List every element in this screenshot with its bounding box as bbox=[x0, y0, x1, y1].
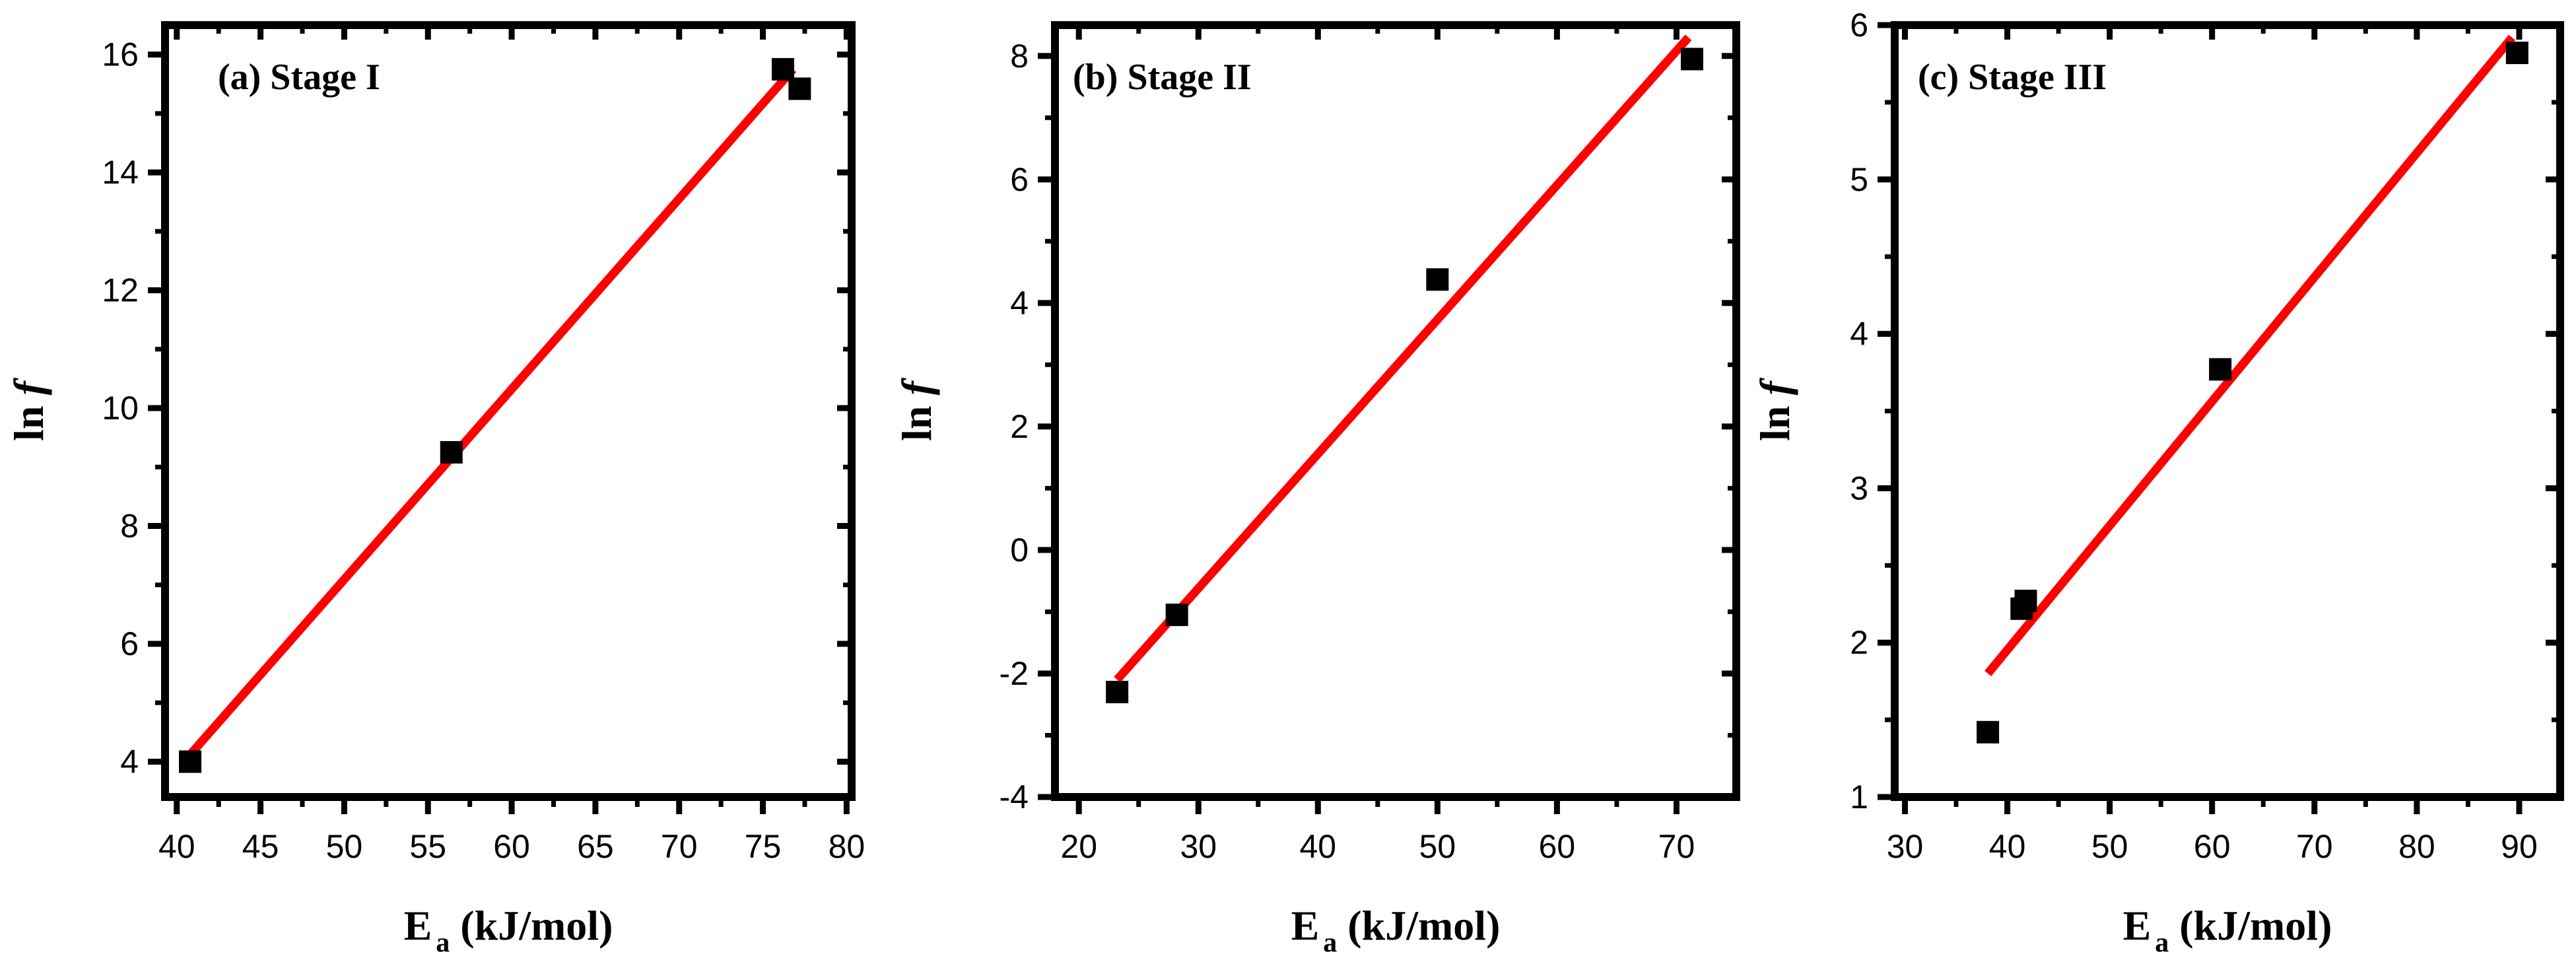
x-tick-label: 70 bbox=[1658, 828, 1695, 865]
x-tick-label: 65 bbox=[577, 828, 614, 865]
data-point bbox=[1426, 268, 1449, 291]
data-point bbox=[2505, 42, 2528, 65]
y-axis-title: ln f bbox=[1751, 377, 1798, 440]
x-tick-label: 60 bbox=[493, 828, 530, 865]
chart-panel-2: 20 30 40 50 60 70 -4 -2 0 2 4 6 8 (b) Stage II E a (kJ/… bbox=[893, 21, 1740, 958]
y-tick-label: 3 bbox=[1850, 469, 1868, 506]
y-tick-label: 5 bbox=[1850, 161, 1868, 198]
x-tick-label: 45 bbox=[242, 828, 279, 865]
data-point bbox=[1106, 681, 1129, 704]
fit-line bbox=[187, 66, 797, 758]
y-tick-label: 4 bbox=[1010, 285, 1029, 322]
panel-title: (c) Stage III bbox=[1918, 57, 2107, 98]
y-tick-label: -2 bbox=[1000, 655, 1029, 692]
x-tick-label: 50 bbox=[1419, 828, 1456, 865]
y-tick-label: 6 bbox=[120, 625, 139, 662]
fit-line bbox=[1984, 34, 2516, 677]
y-tick-label: 6 bbox=[1850, 7, 1868, 44]
data-point bbox=[1977, 720, 2000, 744]
data-point bbox=[772, 57, 794, 81]
x-tick-label: 30 bbox=[1180, 828, 1217, 865]
y-tick-label: 4 bbox=[1850, 316, 1868, 353]
data-point bbox=[179, 750, 202, 773]
x-tick-label: 30 bbox=[1887, 828, 1924, 865]
plot-frame bbox=[1891, 21, 2564, 801]
y-tick-label: 1 bbox=[1850, 779, 1868, 816]
x-tick-label: 60 bbox=[1539, 828, 1576, 865]
x-tick-label: 40 bbox=[158, 828, 195, 865]
panel-title: (a) Stage I bbox=[218, 57, 380, 98]
x-tick-label: 60 bbox=[2194, 828, 2231, 865]
plot-frame bbox=[161, 21, 856, 801]
x-tick-label: 40 bbox=[1989, 828, 2026, 865]
data-point bbox=[2014, 590, 2037, 613]
y-tick-label: 8 bbox=[1010, 38, 1029, 75]
x-tick-label: 55 bbox=[409, 828, 446, 865]
data-point bbox=[440, 440, 463, 464]
data-point bbox=[2209, 358, 2232, 381]
chart-panel-1: 40 45 50 55 60 65 70 75 80 4 6 8 10 12 14 16 (a) Stage I… bbox=[5, 21, 865, 958]
y-tick-label: 10 bbox=[102, 390, 139, 427]
y-tick-label: 12 bbox=[102, 272, 139, 309]
x-tick-label: 90 bbox=[2501, 828, 2538, 865]
x-tick-label: 20 bbox=[1060, 828, 1097, 865]
y-tick-label: 4 bbox=[120, 743, 139, 780]
chart-panel-3: 30 40 50 60 70 80 90 1 2 3 4 5 6 (c) Stage III E a (kJ/… bbox=[1751, 7, 2564, 958]
y-axis-title: ln f bbox=[893, 377, 940, 440]
x-tick-label: 70 bbox=[2296, 828, 2333, 865]
y-tick-label: 8 bbox=[120, 508, 139, 545]
y-axis-title: ln f bbox=[5, 377, 52, 440]
y-tick-label: 6 bbox=[1010, 161, 1029, 198]
panel-title: (b) Stage II bbox=[1073, 57, 1252, 98]
data-point bbox=[788, 77, 811, 100]
y-tick-label: 0 bbox=[1010, 532, 1029, 569]
x-tick-label: 75 bbox=[745, 828, 782, 865]
y-tick-label: 2 bbox=[1850, 624, 1868, 661]
data-point bbox=[1681, 48, 1704, 71]
x-tick-label: 80 bbox=[2398, 828, 2435, 865]
x-tick-label: 50 bbox=[326, 828, 363, 865]
y-tick-label: 14 bbox=[102, 154, 139, 191]
fit-line bbox=[1114, 34, 1692, 683]
plot-frame bbox=[1051, 21, 1740, 801]
y-tick-label: 16 bbox=[102, 36, 139, 73]
x-tick-label: 70 bbox=[661, 828, 698, 865]
y-tick-label: 2 bbox=[1010, 408, 1029, 445]
x-tick-label: 80 bbox=[829, 828, 865, 865]
data-point bbox=[1165, 604, 1188, 627]
y-tick-label: -4 bbox=[1000, 779, 1029, 816]
x-tick-label: 50 bbox=[2091, 828, 2128, 865]
x-tick-label: 40 bbox=[1300, 828, 1337, 865]
